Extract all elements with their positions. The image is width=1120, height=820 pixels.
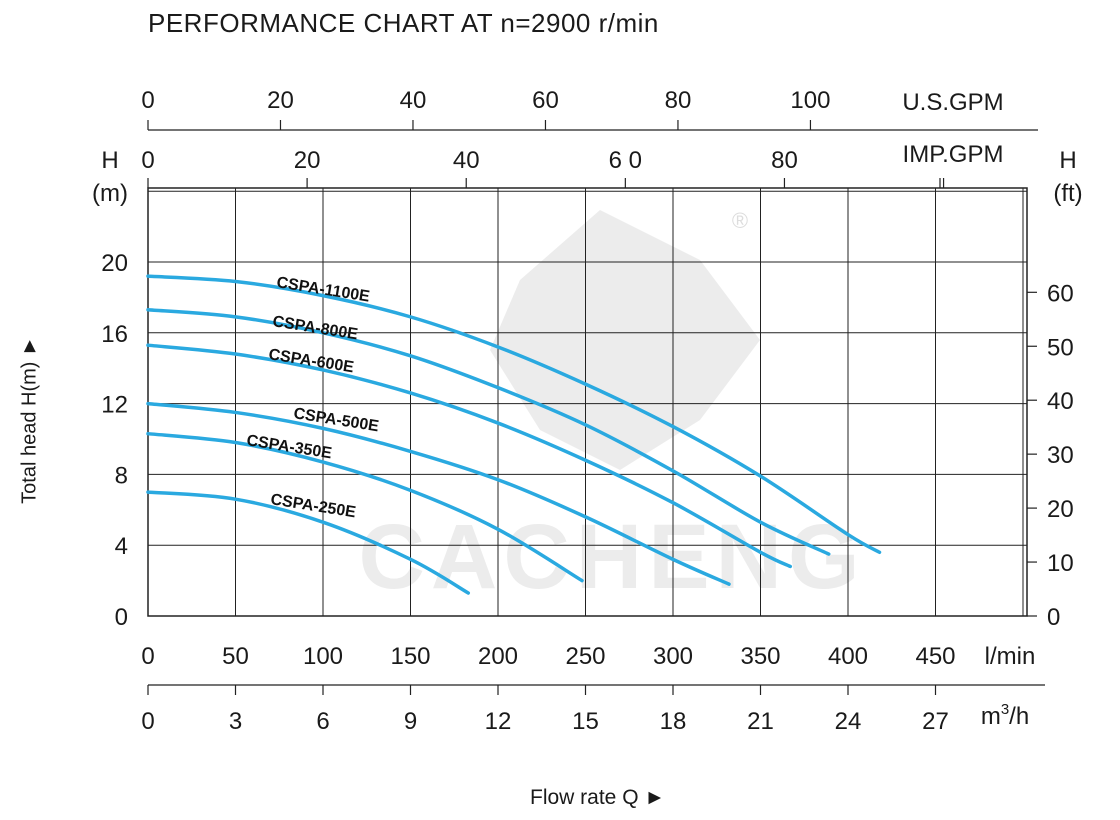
series-line-cspa-600e <box>146 343 792 569</box>
x-tick-label: 200 <box>478 643 518 670</box>
series-label-cspa-250e: CSPA-250E <box>269 491 357 521</box>
x-axis-label: Flow rate Q ► <box>530 786 666 809</box>
y-tick-label: 4 <box>115 533 128 560</box>
y-tick-label: 12 <box>101 392 128 419</box>
m3h-tick-label: 12 <box>485 708 512 735</box>
us-gpm-tick-label: 80 <box>665 87 692 114</box>
series-line-cspa-250e <box>146 490 470 595</box>
y2-tick-label: 60 <box>1047 280 1074 307</box>
series-line-cspa-800e <box>146 308 831 556</box>
series-label-cspa-600e: CSPA-600E <box>267 346 355 376</box>
watermark-text: CACHENG <box>358 506 865 608</box>
imp-gpm-tick-label: 80 <box>771 147 798 174</box>
y-tick-label: 16 <box>101 321 128 348</box>
us-gpm-unit-label: U.S.GPM <box>902 89 1003 116</box>
series-line-cspa-350e <box>146 431 584 583</box>
y2-tick-label: 40 <box>1047 388 1074 415</box>
m3h-tick-label: 15 <box>572 708 599 735</box>
imp-gpm-tick-label: 40 <box>453 147 480 174</box>
us-gpm-tick-label: 20 <box>267 87 294 114</box>
m3h-unit-label: m3/h <box>981 701 1029 730</box>
y2-tick-label: 30 <box>1047 442 1074 469</box>
watermark-shape-icon <box>490 210 760 470</box>
x-tick-label: 400 <box>828 643 868 670</box>
series-line-cspa-1100e <box>146 274 882 555</box>
x-axis-unit-lmin: l/min <box>985 643 1036 670</box>
y-tick-label: 8 <box>115 462 128 489</box>
us-gpm-tick-label: 0 <box>141 87 154 114</box>
imp-gpm-tick-label: 20 <box>294 147 321 174</box>
us-gpm-tick-label: 60 <box>532 87 559 114</box>
x-tick-label: 150 <box>390 643 430 670</box>
m3h-tick-label: 21 <box>747 708 774 735</box>
x-tick-label: 350 <box>740 643 780 670</box>
imp-gpm-tick-label: 6 0 <box>609 147 642 174</box>
us-gpm-tick-label: 40 <box>400 87 427 114</box>
imp-gpm-tick-label: 0 <box>141 147 154 174</box>
m3h-tick-label: 0 <box>141 708 154 735</box>
y-tick-label: 0 <box>115 604 128 631</box>
y-tick-label: 20 <box>101 250 128 277</box>
x-tick-label: 250 <box>565 643 605 670</box>
us-gpm-tick-label: 100 <box>790 87 830 114</box>
y-axis-unit-m: (m) <box>92 180 128 207</box>
y2-tick-label: 20 <box>1047 496 1074 523</box>
m3h-tick-label: 27 <box>922 708 949 735</box>
y2-axis-unit-ft: (ft) <box>1053 180 1082 207</box>
series-label-cspa-350e: CSPA-350E <box>245 432 333 462</box>
watermark-registered-mark: ® <box>732 208 748 233</box>
m3h-tick-label: 9 <box>404 708 417 735</box>
x-tick-label: 450 <box>915 643 955 670</box>
m3h-tick-label: 24 <box>835 708 862 735</box>
y2-tick-label: 0 <box>1047 604 1060 631</box>
y-axis-unit-h: H <box>101 147 118 174</box>
m3h-tick-label: 18 <box>660 708 687 735</box>
series-line-cspa-500e <box>146 401 731 586</box>
chart-title: PERFORMANCE CHART AT n=2900 r/min <box>148 8 659 38</box>
x-tick-label: 100 <box>303 643 343 670</box>
x-tick-label: 300 <box>653 643 693 670</box>
imp-gpm-unit-label: IMP.GPM <box>903 141 1004 168</box>
watermark-logo: CACHENG ® <box>358 208 865 608</box>
m3h-tick-label: 3 <box>229 708 242 735</box>
m3h-tick-label: 6 <box>316 708 329 735</box>
y2-tick-label: 50 <box>1047 334 1074 361</box>
y-axis-label: Total head H(m) ► <box>18 336 41 504</box>
y2-tick-label: 10 <box>1047 550 1074 577</box>
y2-axis-unit-h: H <box>1059 147 1076 174</box>
x-tick-label: 50 <box>222 643 249 670</box>
series-label-cspa-800e: CSPA-800E <box>271 313 359 343</box>
x-tick-label: 0 <box>141 643 154 670</box>
